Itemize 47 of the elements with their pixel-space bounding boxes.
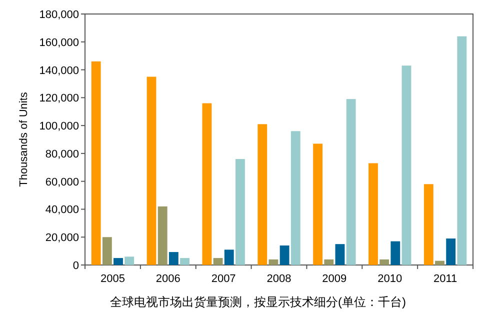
x-tick-label: 2009 [322,273,347,285]
x-tick-label: 2005 [100,273,125,285]
y-tick-label: 0 [72,260,79,272]
x-tick-label: 2008 [266,273,292,285]
y-axis-title: Thousands of Units [18,92,30,187]
bar [158,206,168,265]
bar [346,99,356,265]
bar [324,259,334,265]
y-tick-label: 80,000 [45,148,79,160]
bar [213,258,223,265]
text: 全球电视市场出货量预测，按显示技术细分(单位：千台) [110,295,406,309]
y-tick-label: 100,000 [39,120,79,133]
bar [390,241,400,265]
bar [424,184,434,265]
bar [402,66,412,265]
bar [268,259,278,265]
bar [313,144,323,265]
x-tick-label: 2006 [156,273,180,285]
bar [435,260,444,265]
bar [202,103,212,265]
bar [91,61,101,265]
bar [180,258,190,265]
bar [457,36,467,265]
y-tick-label: 40,000 [45,204,79,216]
bar [335,244,345,265]
y-tick-label: 140,000 [39,64,79,77]
y-tick-label: 20,000 [45,232,79,244]
bar [280,245,290,265]
bar [290,131,300,265]
bar [446,238,456,265]
y-tick-label: 180,000 [39,9,79,21]
bar [124,256,134,265]
bar [168,252,178,265]
bar [224,250,234,265]
x-tick-label: 2011 [433,273,458,285]
bar [380,259,390,265]
y-tick-label: 60,000 [45,176,79,188]
x-tick-label: 2007 [211,273,236,285]
y-tick-label: 160,000 [39,36,79,49]
bar [235,159,245,265]
bar [114,258,123,265]
x-tick-label: 2010 [378,273,402,285]
bar [102,237,112,265]
bar [258,124,268,265]
bar [368,163,378,265]
bar [146,76,156,265]
y-tick-label: 120,000 [39,92,79,105]
